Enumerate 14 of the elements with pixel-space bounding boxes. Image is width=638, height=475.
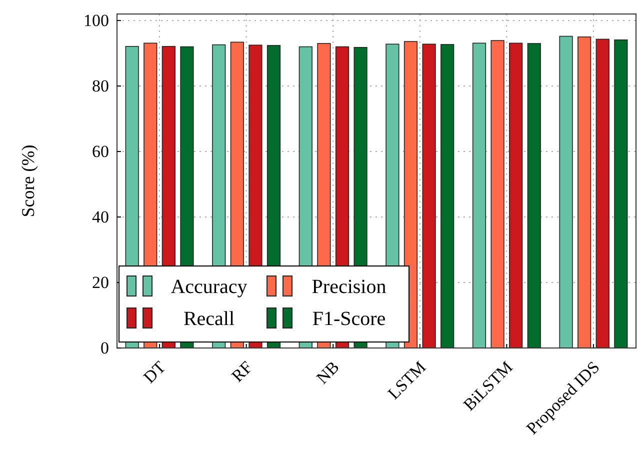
y-tick-label: 20 [92, 272, 109, 292]
legend-label: Precision [312, 276, 386, 298]
x-tick-label: RF [228, 358, 256, 386]
x-tick-label: NB [312, 358, 343, 388]
legend-label: Accuracy [170, 276, 248, 298]
y-tick-label: 40 [92, 207, 109, 226]
y-axis-title: Score (%) [18, 144, 38, 218]
x-tick-label: DT [140, 357, 170, 387]
y-tick-label: 100 [84, 10, 109, 30]
legend-label: Recall [183, 308, 235, 330]
y-tick-label: 0 [100, 338, 109, 358]
y-tick-label: 60 [92, 142, 109, 161]
y-tick-label: 80 [92, 76, 109, 96]
legend-label: F1-Score [312, 308, 386, 330]
